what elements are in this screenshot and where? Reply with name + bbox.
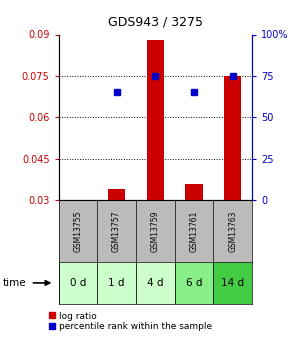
Text: GSM13761: GSM13761 xyxy=(190,210,198,252)
Text: 14 d: 14 d xyxy=(221,278,244,288)
Bar xyxy=(108,189,125,200)
Text: 6 d: 6 d xyxy=(186,278,202,288)
Bar xyxy=(185,184,203,200)
Text: 0 d: 0 d xyxy=(70,278,86,288)
Text: GSM13757: GSM13757 xyxy=(112,210,121,252)
Bar xyxy=(136,262,175,304)
Bar xyxy=(59,262,97,304)
Text: time: time xyxy=(3,278,27,288)
Bar xyxy=(213,262,252,304)
Text: 1 d: 1 d xyxy=(108,278,125,288)
Text: GSM13763: GSM13763 xyxy=(228,210,237,252)
Legend: log ratio, percentile rank within the sample: log ratio, percentile rank within the sa… xyxy=(48,312,212,331)
Bar xyxy=(146,40,164,200)
Bar xyxy=(97,262,136,304)
Text: GDS943 / 3275: GDS943 / 3275 xyxy=(108,16,203,29)
Text: GSM13755: GSM13755 xyxy=(74,210,82,252)
Bar xyxy=(175,262,213,304)
Text: GSM13759: GSM13759 xyxy=(151,210,160,252)
Bar xyxy=(224,76,241,200)
Text: 4 d: 4 d xyxy=(147,278,163,288)
